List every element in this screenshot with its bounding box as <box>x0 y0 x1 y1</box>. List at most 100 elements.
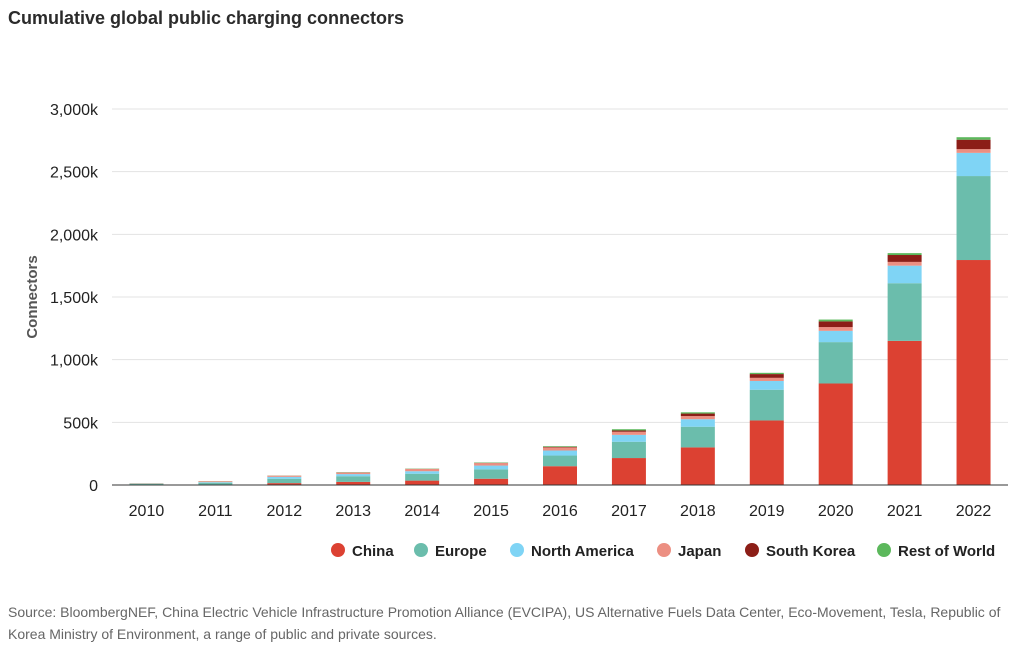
bar-segment-japan <box>956 149 991 153</box>
x-tick-label: 2013 <box>335 503 371 520</box>
bar-segment-china <box>680 447 715 485</box>
gridlines <box>112 108 1008 423</box>
bar-segment-europe <box>543 455 577 467</box>
bar-segment-europe <box>267 478 302 484</box>
bar-segment-europe <box>956 176 991 261</box>
stacked-bar-chart: 0 500k 1,000k 1,500k 2,000k 2,500k 3,000k 2010… <box>24 102 1008 560</box>
x-tick-label: 2020 <box>818 503 854 520</box>
bar-segment-south-korea <box>956 139 991 150</box>
bar-segment-china <box>818 383 853 485</box>
bar-segment-china <box>887 340 922 485</box>
bar-segment-rest-of-world <box>749 372 784 375</box>
x-axis-ticks: 2010 2011 2012 2013 2014 2015 2016 2017 2018 2019… <box>129 503 992 520</box>
y-tick-label: 2,500k <box>50 165 99 182</box>
bar-segment-north-america <box>956 152 991 177</box>
y-tick-label: 0 <box>89 478 98 495</box>
bar-segment-europe <box>887 283 922 341</box>
bar-segment-japan <box>336 472 371 475</box>
bar-segment-japan <box>198 481 233 483</box>
y-tick-label: 1,500k <box>50 290 99 307</box>
bar-segment-europe <box>611 441 646 459</box>
x-tick-label: 2012 <box>267 503 303 520</box>
source-note: Source: BloombergNEF, China Electric Veh… <box>8 604 1001 642</box>
bar-segment-china <box>405 480 440 485</box>
legend-label: South Korea <box>766 543 856 560</box>
y-axis-label: Connectors <box>24 255 41 338</box>
x-tick-label: 2014 <box>404 503 440 520</box>
bar-segment-rest-of-world <box>818 319 853 322</box>
x-tick-label: 2018 <box>680 503 716 520</box>
bar-segment-japan <box>887 261 922 266</box>
bar-segment-china <box>611 458 646 485</box>
legend: China Europe North America Japan South Korea… <box>331 543 995 560</box>
bar-segment-europe <box>474 469 509 479</box>
bar-segment-north-america <box>543 450 577 456</box>
bar-segment-europe <box>198 482 233 485</box>
bar-segment-china <box>749 420 784 485</box>
bar-segment-rest-of-world <box>887 253 922 256</box>
bar-segment-europe <box>405 473 440 481</box>
legend-swatch <box>331 543 345 557</box>
bar-segment-japan <box>474 463 509 466</box>
bar-segment-rest-of-world <box>543 446 577 447</box>
x-tick-label: 2021 <box>887 503 923 520</box>
bar-segment-japan <box>543 447 577 451</box>
x-tick-label: 2016 <box>542 503 578 520</box>
bar-segment-rest-of-world <box>611 429 646 431</box>
bar-segment-japan <box>818 327 853 331</box>
bar-segment-japan <box>267 475 302 477</box>
bar-segment-japan <box>611 431 646 435</box>
legend-label: China <box>352 543 394 560</box>
bar-segment-north-america <box>611 434 646 442</box>
bar-segment-japan <box>680 416 715 420</box>
bar-segment-europe <box>818 342 853 384</box>
legend-swatch <box>745 543 759 557</box>
x-tick-label: 2011 <box>198 503 233 520</box>
bar-segment-north-america <box>818 330 853 343</box>
legend-label: Japan <box>678 543 721 560</box>
y-tick-label: 3,000k <box>50 102 99 119</box>
x-tick-label: 2019 <box>749 503 785 520</box>
bar-segment-north-america <box>749 380 784 390</box>
bar-segment-north-america <box>405 471 440 474</box>
legend-swatch <box>414 543 428 557</box>
bar-segment-north-america <box>887 265 922 284</box>
legend-swatch <box>510 543 524 557</box>
bar-segment-europe <box>336 476 371 482</box>
y-tick-label: 1,000k <box>50 353 99 370</box>
bar-segment-south-korea <box>611 430 646 432</box>
legend-swatch <box>877 543 891 557</box>
bar-segment-china <box>474 478 509 485</box>
bar-segment-rest-of-world <box>956 137 991 140</box>
bar-segment-south-korea <box>543 446 577 448</box>
bar-segment-china <box>956 260 991 485</box>
bar-segment-europe <box>749 389 784 421</box>
bar-segment-north-america <box>267 476 302 479</box>
x-tick-label: 2017 <box>611 503 647 520</box>
y-axis-ticks: 0 500k 1,000k 1,500k 2,000k 2,500k 3,000k <box>50 102 99 495</box>
bar-segment-south-korea <box>887 255 922 262</box>
bar-segment-china <box>543 466 577 485</box>
bar-segment-south-korea <box>818 321 853 328</box>
bar-segment-europe <box>680 426 715 448</box>
x-tick-label: 2010 <box>129 503 165 520</box>
bar-segment-japan <box>749 377 784 381</box>
bar-segment-south-korea <box>749 374 784 378</box>
x-tick-label: 2022 <box>956 503 992 520</box>
bar-segment-china <box>336 481 371 485</box>
legend-label: Europe <box>435 543 487 560</box>
bar-segment-japan <box>405 468 440 472</box>
y-tick-label: 2,000k <box>50 227 99 244</box>
bar-segment-north-america <box>336 474 371 477</box>
x-tick-label: 2015 <box>473 503 509 520</box>
legend-label: Rest of World <box>898 543 995 560</box>
legend-swatch <box>657 543 671 557</box>
bar-segment-europe <box>129 483 164 485</box>
bar-segment-north-america <box>474 465 509 470</box>
bar-segment-north-america <box>198 482 233 483</box>
bars <box>129 137 991 485</box>
legend-label: North America <box>531 543 634 560</box>
chart-title: Cumulative global public charging connec… <box>8 8 405 28</box>
bar-segment-south-korea <box>680 413 715 417</box>
y-tick-label: 500k <box>63 415 99 432</box>
